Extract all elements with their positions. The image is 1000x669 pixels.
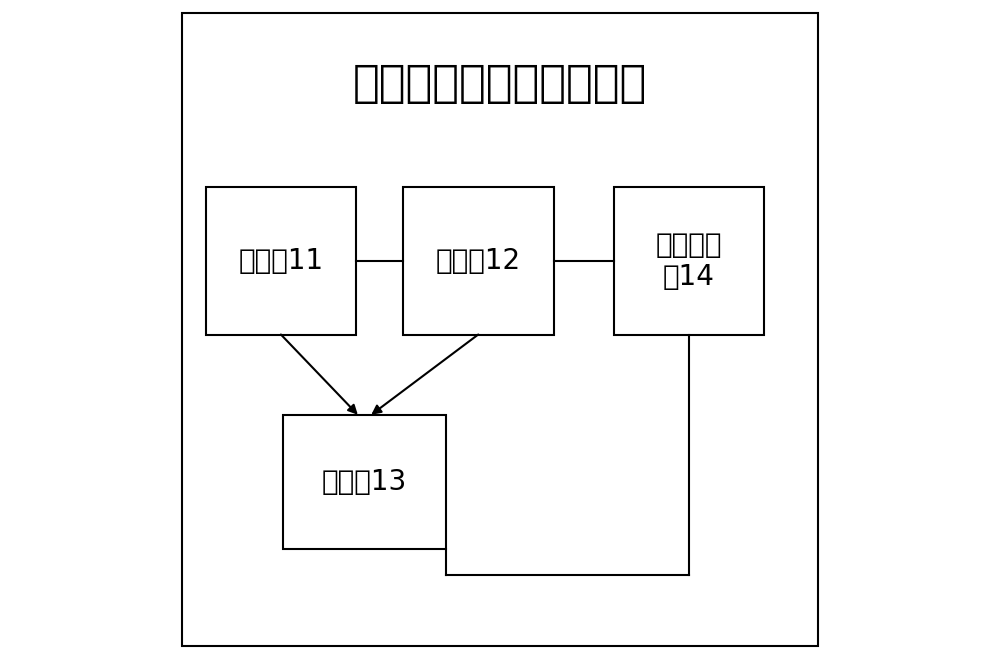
Text: 采样关12: 采样关12 <box>436 247 521 275</box>
Text: 训练关13: 训练关13 <box>322 468 407 496</box>
Bar <box>283 415 446 549</box>
Text: 低电压差分信号接收接口: 低电压差分信号接收接口 <box>353 62 647 105</box>
Bar <box>614 187 764 334</box>
Text: 延时关11: 延时关11 <box>238 247 323 275</box>
Bar <box>206 187 356 334</box>
Bar <box>403 187 554 334</box>
Text: 对齐调整
关14: 对齐调整 关14 <box>656 231 722 291</box>
